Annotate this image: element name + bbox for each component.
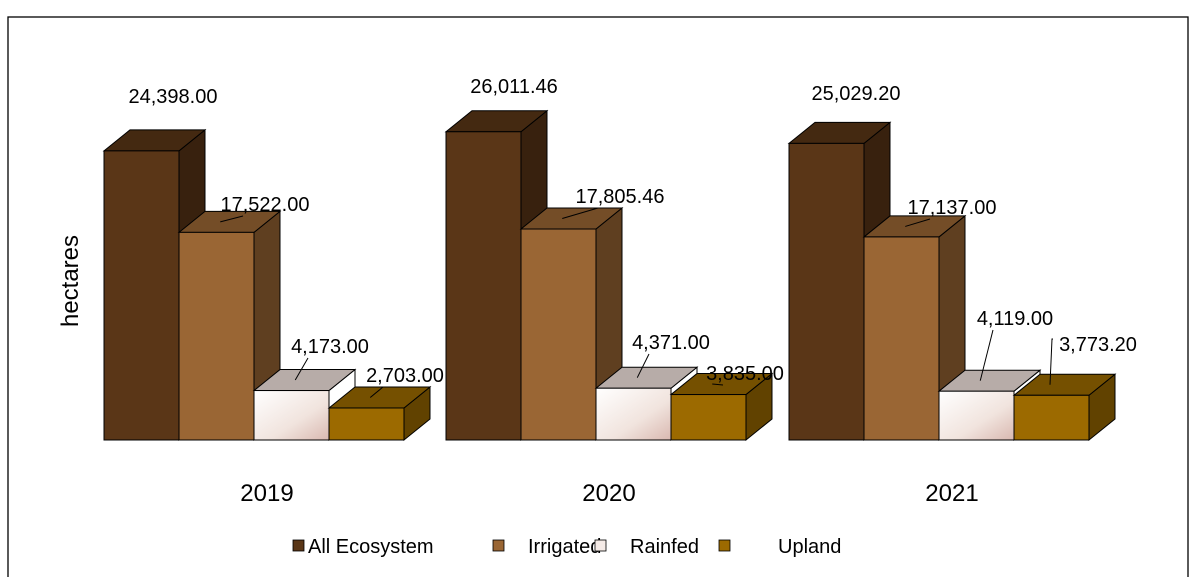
leader-line-rainfed-2019 — [294, 357, 309, 381]
legend-item-upland: Upland — [718, 536, 841, 558]
legend-label-all-ecosystem: All Ecosystem — [308, 536, 434, 558]
legend-swatch-rainfed — [594, 539, 607, 552]
bar-irrigated-2020 — [519, 206, 624, 442]
category-label-2019: 2019 — [240, 480, 293, 507]
legend-swatch-upland — [718, 539, 731, 552]
legend-label-rainfed: Rainfed — [630, 536, 699, 558]
legend-item-rainfed: Rainfed — [594, 536, 699, 558]
legend-item-all-ecosystem: All Ecosystem — [292, 536, 434, 558]
legend-label-upland: Upland — [778, 536, 841, 558]
leader-line-upland-2021 — [1049, 338, 1053, 385]
value-label-irrigated-2021: 17,137.00 — [908, 197, 997, 219]
value-label-rainfed-2019: 4,173.00 — [291, 336, 369, 358]
value-label-all-ecosystem-2021: 25,029.20 — [812, 83, 901, 105]
category-label-2020: 2020 — [582, 480, 635, 507]
bar-irrigated-2019 — [177, 210, 282, 442]
category-labels: 2019 2020 2021 — [240, 480, 978, 507]
value-label-upland-2021: 3,773.20 — [1059, 334, 1137, 356]
bar-upland-2021 — [1012, 373, 1117, 442]
bar-upland-2019 — [327, 385, 432, 442]
bar-front-irrigated-2020 — [520, 228, 597, 441]
bar-front-irrigated-2019 — [178, 231, 255, 441]
value-label-rainfed-2021: 4,119.00 — [977, 308, 1053, 330]
legend-label-irrigated: Irrigated — [528, 536, 601, 558]
bar-front-upland-2021 — [1013, 394, 1090, 441]
leader-line-upland-2020 — [712, 383, 724, 386]
bar-upland-2020 — [669, 372, 774, 442]
bar-front-rainfed-2021 — [938, 390, 1015, 441]
bar-front-all-ecosystem-2021 — [788, 142, 865, 441]
category-label-2021: 2021 — [925, 480, 978, 507]
bar-front-irrigated-2021 — [863, 236, 940, 441]
value-label-irrigated-2019: 17,522.00 — [221, 194, 310, 216]
y-axis-label: hectares — [57, 235, 84, 327]
value-label-rainfed-2020: 4,371.00 — [632, 332, 710, 354]
leader-line-irrigated-2021 — [905, 218, 931, 227]
leader-line-rainfed-2021 — [979, 329, 994, 381]
value-label-upland-2019: 2,703.00 — [366, 365, 444, 387]
leader-line-irrigated-2020 — [562, 207, 599, 219]
bars-layer — [102, 109, 1117, 442]
bar-front-rainfed-2020 — [595, 387, 672, 441]
value-label-upland-2020: 3,835.00 — [706, 363, 784, 385]
bar-front-all-ecosystem-2020 — [445, 131, 522, 441]
legend: All Ecosystem Irrigated Rainfed Upland — [292, 536, 841, 558]
leader-line-irrigated-2019 — [220, 215, 244, 223]
bar-front-rainfed-2019 — [253, 390, 330, 441]
value-label-all-ecosystem-2019: 24,398.00 — [129, 86, 218, 108]
bar-front-all-ecosystem-2019 — [103, 150, 180, 441]
legend-swatch-all-ecosystem — [292, 539, 305, 552]
bar-front-upland-2020 — [670, 394, 747, 441]
value-label-irrigated-2020: 17,805.46 — [576, 186, 665, 208]
legend-swatch-irrigated — [492, 539, 505, 552]
leader-line-rainfed-2020 — [636, 353, 650, 378]
leader-line-upland-2019 — [369, 386, 384, 398]
value-labels: 24,398.00 17,522.00 4,173.00 2,703.00 26,011… — [129, 76, 1137, 398]
value-label-all-ecosystem-2020: 26,011.46 — [470, 76, 558, 98]
legend-item-irrigated: Irrigated — [492, 536, 601, 558]
bar-front-upland-2019 — [328, 407, 405, 441]
